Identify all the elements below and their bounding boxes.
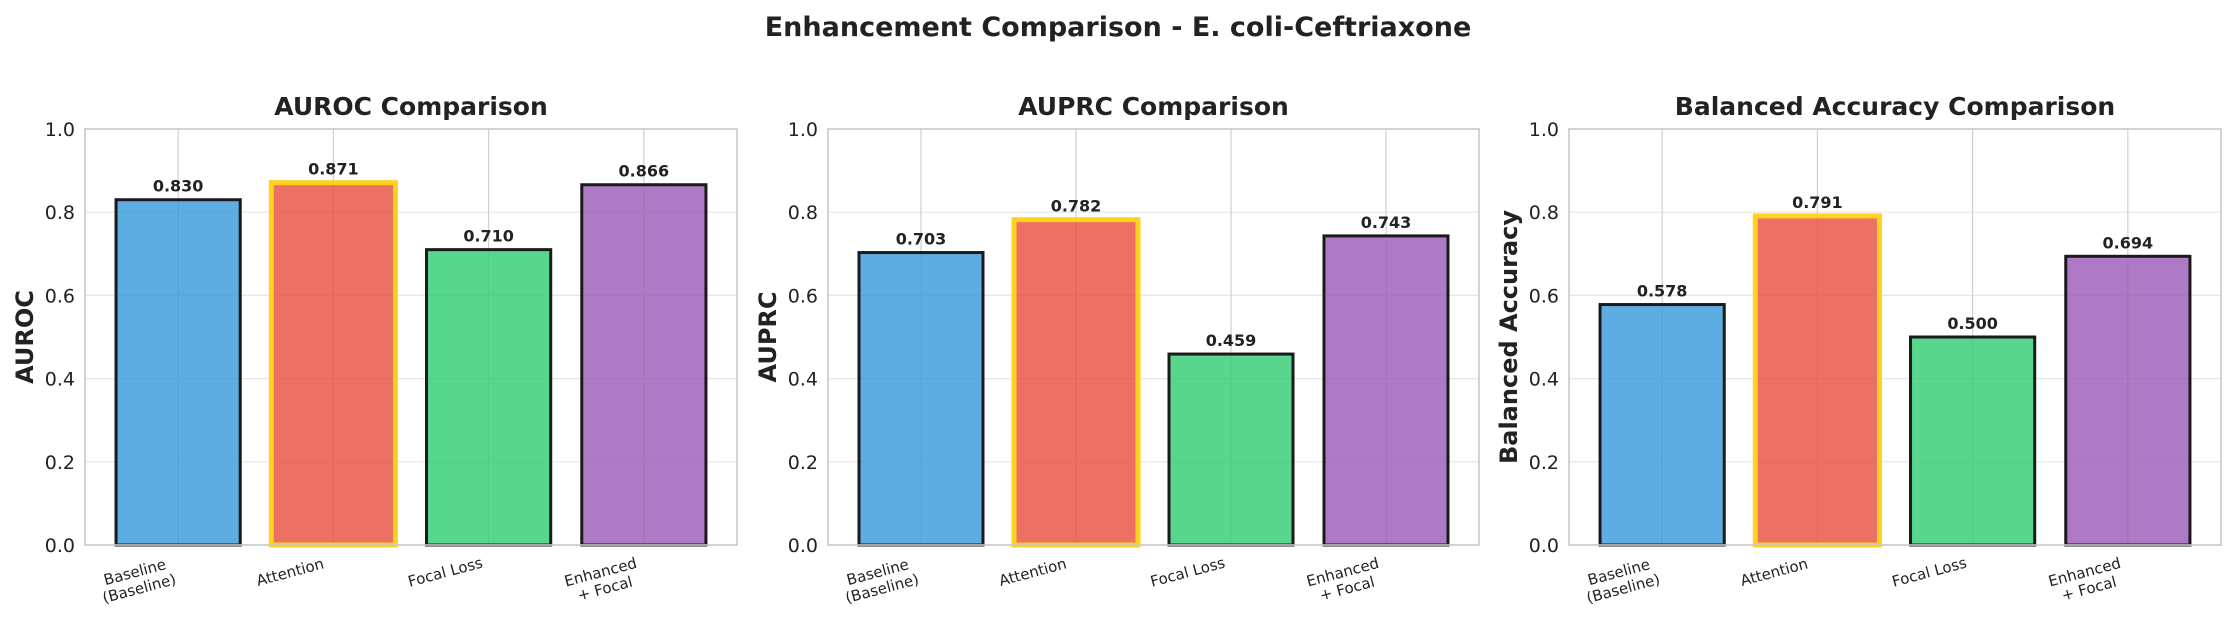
y-tick-label: 0.0	[45, 535, 75, 557]
chart-panel-3: 0.0 0.2 0.4 0.6 0.8 1.0 0.578 0.791 0.500 0.694 Ba…	[1495, 92, 2222, 607]
data-label: 0.710	[463, 227, 514, 246]
y-tick-label: 0.4	[45, 369, 75, 391]
y-tick-label: 0.2	[788, 452, 818, 474]
x-tick-label: Enhanced+ Focal	[2046, 554, 2127, 607]
data-label: 0.782	[1051, 197, 1102, 216]
bar	[2064, 254, 2192, 547]
x-tick-label-line: Focal Loss	[406, 554, 485, 591]
x-tick-label: Enhanced+ Focal	[562, 554, 643, 607]
x-tick-label: Baseline(Baseline)	[839, 554, 921, 607]
data-label: 0.743	[1361, 213, 1412, 232]
panel-title: AUPRC Comparison	[1018, 92, 1289, 121]
y-axis-label: AUPRC	[754, 291, 782, 382]
plot-frame	[84, 128, 738, 546]
bar	[1167, 352, 1295, 547]
bar	[1598, 303, 1726, 547]
panel-title: AUROC Comparison	[274, 92, 548, 121]
x-tick-label: Attention	[997, 555, 1069, 590]
bar	[1322, 234, 1450, 547]
data-label: 0.866	[619, 162, 670, 181]
figure-title: Enhancement Comparison - E. coli-Ceftria…	[765, 12, 1472, 43]
data-label: 0.791	[1792, 193, 1843, 212]
data-label: 0.578	[1637, 282, 1688, 301]
y-axis-label: Balanced Accuracy	[1495, 210, 1523, 464]
y-tick-label: 0.2	[45, 452, 75, 474]
x-tick-label-line: Attention	[1738, 555, 1810, 590]
data-label: 0.500	[1947, 314, 1998, 333]
y-tick-label: 1.0	[1529, 119, 1559, 141]
x-tick-label-line: Attention	[997, 555, 1069, 590]
y-axis-label: AUROC	[11, 290, 39, 384]
bar	[857, 251, 985, 547]
x-tick-label-line: Focal Loss	[1890, 554, 1969, 591]
y-tick-label: 0.4	[788, 369, 818, 391]
x-tick-label: Attention	[1738, 555, 1810, 590]
y-tick-label: 0.6	[788, 285, 818, 307]
plot-frame	[827, 128, 1480, 546]
panel-title: Balanced Accuracy Comparison	[1675, 92, 2115, 121]
x-tick-label: Enhanced+ Focal	[1305, 554, 1386, 607]
data-label: 0.459	[1206, 331, 1257, 350]
data-label: 0.703	[896, 230, 947, 249]
data-label: 0.694	[2103, 233, 2154, 252]
x-tick-label: Focal Loss	[406, 554, 485, 591]
bar	[268, 180, 398, 548]
bar	[1011, 217, 1141, 548]
plot-frame	[1568, 128, 2222, 546]
y-tick-label: 0.4	[1529, 369, 1559, 391]
bar	[580, 183, 708, 547]
y-tick-label: 1.0	[788, 119, 818, 141]
y-tick-label: 0.8	[45, 202, 75, 224]
chart-panel-2: 0.0 0.2 0.4 0.6 0.8 1.0 0.703 0.782 0.459 0.743 Ba…	[754, 92, 1480, 607]
y-tick-label: 1.0	[45, 119, 75, 141]
bar	[114, 198, 242, 547]
y-tick-label: 0.0	[788, 535, 818, 557]
data-label: 0.830	[153, 177, 204, 196]
y-tick-label: 0.6	[45, 285, 75, 307]
x-tick-label-line: Focal Loss	[1148, 554, 1227, 591]
chart-panel-1: 0.0 0.2 0.4 0.6 0.8 1.0 0.830 0.871 0.710 0.866 Ba…	[11, 92, 738, 607]
x-tick-label: Focal Loss	[1148, 554, 1227, 591]
x-tick-label: Attention	[254, 555, 326, 590]
x-tick-label-line: Attention	[254, 555, 326, 590]
y-tick-label: 0.8	[788, 202, 818, 224]
bar	[1909, 335, 2037, 547]
y-tick-label: 0.2	[1529, 452, 1559, 474]
bar	[425, 248, 553, 547]
y-tick-label: 0.0	[1529, 535, 1559, 557]
data-label: 0.871	[308, 160, 359, 179]
y-tick-label: 0.8	[1529, 202, 1559, 224]
x-tick-label: Baseline(Baseline)	[1580, 554, 1662, 607]
x-tick-label: Focal Loss	[1890, 554, 1969, 591]
bar	[1752, 213, 1882, 548]
y-tick-label: 0.6	[1529, 285, 1559, 307]
x-tick-label: Baseline(Baseline)	[96, 554, 178, 607]
